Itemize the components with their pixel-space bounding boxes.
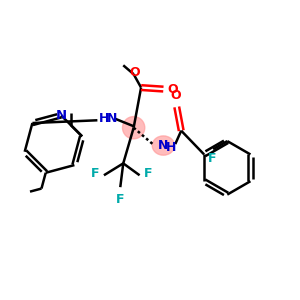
Ellipse shape [122,117,145,139]
Text: N: N [56,109,67,122]
Text: N: N [158,139,169,152]
Text: O: O [129,66,140,79]
Text: O: O [168,82,178,96]
Text: F: F [207,152,216,165]
Text: F: F [91,167,100,180]
Text: O: O [170,88,181,102]
Ellipse shape [152,136,175,155]
Text: F: F [144,167,153,180]
Text: H: H [166,140,177,154]
Text: N: N [107,112,117,125]
Text: H: H [99,112,109,125]
Text: F: F [116,193,124,206]
